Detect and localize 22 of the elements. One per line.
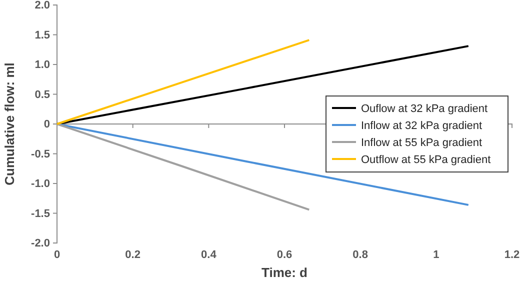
y-tick-label: -2.0 — [31, 238, 50, 250]
x-tick-label: 0.6 — [276, 249, 292, 261]
legend-label: Inflow at 32 kPa gradient — [361, 120, 482, 132]
y-tick-label: -1.0 — [31, 178, 50, 190]
x-tick-label: 1 — [433, 249, 440, 261]
x-tick-label: 1.2 — [504, 249, 520, 261]
x-tick-label: 0.8 — [352, 249, 368, 261]
y-tick-label: 1.0 — [34, 59, 50, 72]
y-tick-label: 0 — [44, 118, 50, 131]
x-tick-label: 0.2 — [125, 249, 140, 261]
x-tick-label: 0.4 — [201, 249, 218, 261]
legend-label: Ouflow at 32 kPa gradient — [361, 103, 488, 115]
legend-label: Inflow at 55 kPa gradient — [361, 137, 482, 149]
y-tick-label: 2.0 — [34, 0, 50, 12]
y-tick-label: -0.5 — [31, 148, 50, 160]
legend-label: Outflow at 55 kPa gradient — [361, 154, 491, 166]
y-tick-label: 0.5 — [34, 88, 50, 101]
y-axis-title: Cumulative flow: ml — [2, 62, 17, 186]
y-tick-label: -1.5 — [31, 208, 50, 220]
y-tick-label: 1.5 — [34, 29, 50, 42]
x-tick-label: 0 — [54, 249, 60, 261]
x-axis-title: Time: d — [262, 265, 308, 280]
